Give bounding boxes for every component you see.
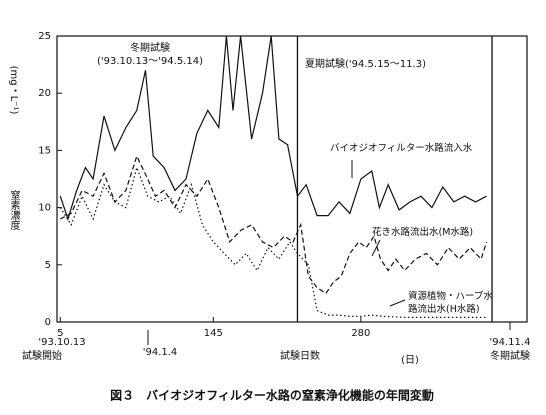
annotation: 試験開始 — [22, 349, 62, 362]
series-line — [60, 154, 488, 295]
annotation: ('93.10.13～'94.5.14) — [97, 56, 203, 67]
series-label: 資源植物・ハーブ水路流出水(H水路) — [408, 291, 493, 315]
annotation: 冬期試験 — [490, 349, 530, 362]
y-tick-label: 20 — [38, 88, 51, 99]
y-label: 窒素濃度 — [8, 189, 20, 231]
annotation: '93.10.13 — [38, 337, 85, 348]
annotation: 冬期試験 — [130, 41, 170, 54]
arrow — [389, 299, 406, 307]
series-line — [59, 35, 487, 221]
x-unit: (日) — [401, 355, 419, 366]
series-label: バイオジオフィルター水路流入水 — [330, 143, 473, 154]
annotation: 夏期試験('94.5.15～11.3) — [305, 57, 426, 70]
annotation: '94.11.4 — [490, 337, 531, 348]
x-tick-label: 145 — [204, 328, 223, 339]
y-tick-label: 25 — [38, 31, 51, 42]
y-tick-label: 15 — [38, 145, 51, 156]
y-unit: (mg・L⁻¹) — [8, 66, 19, 115]
annotation: '94.1.4 — [143, 347, 178, 358]
series-label: 花き水路流出水(M水路) — [372, 227, 474, 238]
caption: 図３ バイオジオフィルター水路の窒素浄化機能の年間変動 — [110, 388, 434, 403]
y-tick-label: 10 — [38, 203, 51, 214]
y-tick-label: 0 — [45, 317, 51, 328]
arrow — [371, 239, 381, 257]
x-label: 試験日数 — [280, 349, 320, 362]
series-line — [59, 165, 487, 318]
y-tick-label: 5 — [45, 260, 51, 271]
x-tick-label: 5 — [57, 328, 63, 339]
x-tick-label: 280 — [351, 328, 370, 339]
plot-frame — [56, 35, 528, 323]
